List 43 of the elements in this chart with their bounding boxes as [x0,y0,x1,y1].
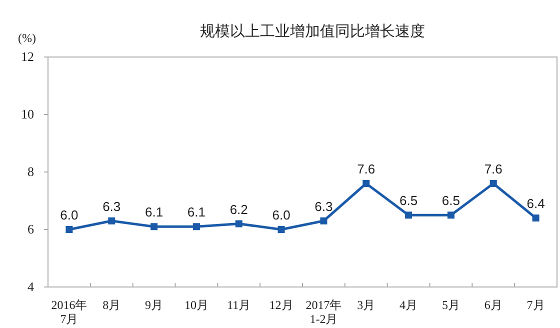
y-axis-title: (%) [18,31,36,45]
text: 6.3 [314,198,333,214]
x-tick-label: 2017年 1-2月 [306,298,342,326]
point [320,217,328,224]
x-tick-label: 5月 [442,298,460,312]
point [150,223,158,230]
chart-title: 规模以上工业增加值同比增长速度 [200,22,425,40]
point [235,220,242,228]
y-tick-label: 6 [28,222,34,236]
text: 6.4 [526,196,545,211]
point [405,212,412,219]
text: 6.2 [230,202,248,217]
x-tick-label: 8月 [102,298,121,312]
point [192,223,200,230]
x-tick-label: 11月 [227,298,251,312]
text: 6.1 [187,204,206,220]
point [108,217,116,224]
text: 6.5 [400,193,418,208]
point [278,226,285,233]
x-tick-label: 10月 [184,298,208,312]
point [66,226,73,233]
point [490,180,497,187]
text: 6.1 [145,204,164,220]
point [532,214,540,222]
x-tick-label: 3月 [357,298,376,312]
x-tick-label: 2016年 7月 [51,298,88,326]
text: 6.0 [60,208,78,222]
text: 6.0 [272,208,290,222]
x-tick-label: 4月 [400,298,418,312]
x-tick-label: 12月 [269,298,294,312]
text: 6.5 [442,193,460,208]
x-tick-label: 6月 [484,298,502,312]
text: 7.6 [357,162,376,176]
text: 6.3 [102,198,121,214]
y-tick-label: 4 [28,279,34,294]
y-tick-label: 10 [21,106,34,122]
point [362,180,370,187]
y-tick-label: 8 [28,164,34,179]
point [447,212,454,219]
y-tick-label: 12 [21,49,34,64]
x-tick-label: 7月 [526,298,545,312]
text: 7.6 [484,162,502,176]
x-tick-label: 9月 [145,298,164,312]
